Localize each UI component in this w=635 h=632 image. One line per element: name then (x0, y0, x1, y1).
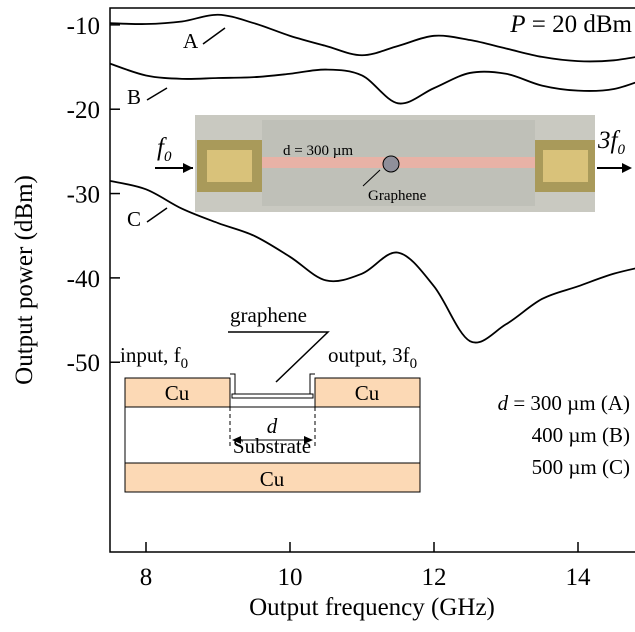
series-label-leader (202, 27, 226, 45)
series-label: C (127, 207, 141, 231)
y-tick-label: -20 (67, 97, 100, 124)
series-label-leader (146, 207, 168, 223)
chart-title: P = 20 dBm (509, 11, 632, 38)
x-tick-label: 10 (278, 564, 303, 591)
inset-output-label: 3f0 (597, 127, 625, 158)
y-tick-label: -50 (67, 350, 100, 377)
x-axis-title: Output frequency (GHz) (249, 594, 495, 621)
parameter-note: d = 300 µm (A) (498, 391, 630, 415)
series-line (109, 13, 635, 63)
input-label: input, f0 (120, 343, 188, 372)
y-axis-title: Output power (dBm) (11, 175, 38, 385)
output-label: output, 3f0 (328, 343, 417, 372)
parameter-note: 500 µm (C) (532, 455, 630, 479)
y-tick-label: -10 (67, 13, 100, 40)
inset-photo: d = 300 µm Graphene f0 3f0 (155, 115, 632, 212)
y-tick-label: -30 (67, 182, 100, 209)
cu-left: Cu (165, 381, 190, 405)
series-line (109, 62, 635, 105)
plot-frame (109, 7, 635, 553)
substrate-label: Substrate (233, 434, 311, 458)
graphene-label: graphene (230, 303, 307, 327)
inset-width-label: d = 300 µm (283, 143, 353, 159)
x-tick-label: 14 (566, 564, 592, 591)
cu-bottom: Cu (260, 467, 285, 491)
series-label-leader (146, 87, 168, 101)
gap-label: d (267, 414, 278, 438)
series-label: A (183, 29, 199, 53)
inset-input-label: f0 (157, 134, 172, 165)
schematic: graphene input, f0 output, 3f0 Cu Cu d S… (120, 303, 421, 493)
parameter-note: 400 µm (B) (532, 423, 630, 447)
y-tick-label: -40 (67, 266, 100, 293)
series-line (109, 180, 635, 344)
cu-right: Cu (355, 381, 380, 405)
series-label: B (127, 85, 141, 109)
inset-sample-label: Graphene (368, 188, 427, 204)
x-tick-label: 12 (422, 564, 447, 591)
x-tick-label: 8 (140, 564, 153, 591)
